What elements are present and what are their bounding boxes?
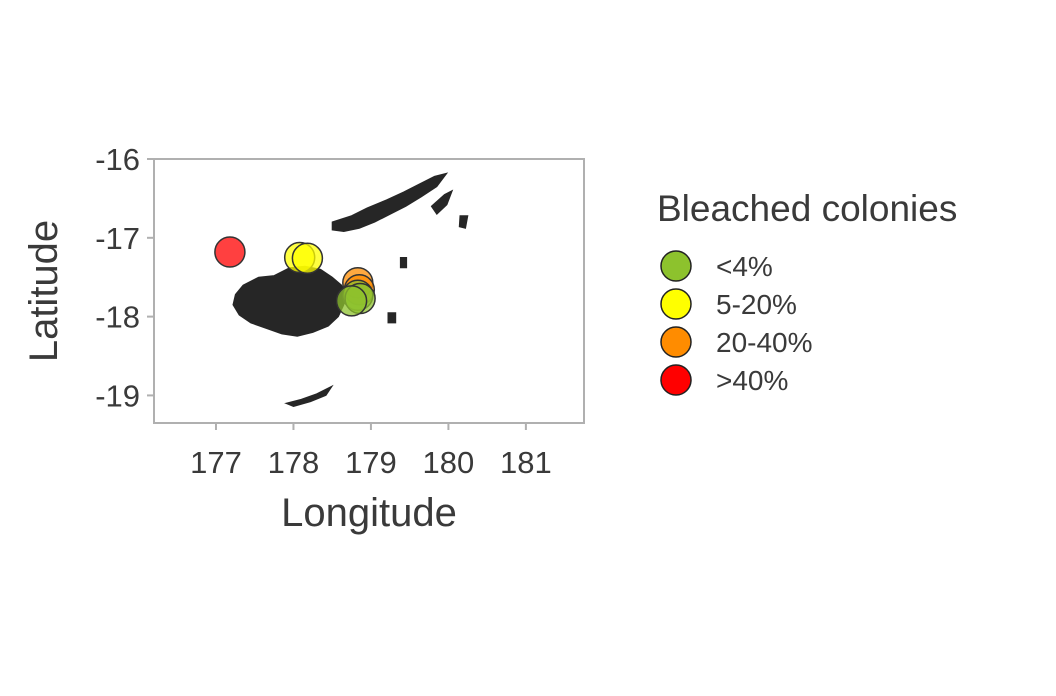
points-layer bbox=[214, 236, 376, 317]
x-tick-label: 177 bbox=[190, 445, 242, 480]
legend-title: Bleached colonies bbox=[657, 188, 957, 229]
legend-key bbox=[660, 364, 692, 396]
land-kadavu bbox=[284, 384, 334, 408]
legend: Bleached colonies <4% 5-20% 20-40% >40% bbox=[657, 188, 957, 396]
x-tick-label: 178 bbox=[268, 445, 320, 480]
legend-label: 5-20% bbox=[716, 289, 797, 320]
legend-entries: <4% 5-20% 20-40% >40% bbox=[660, 250, 813, 396]
land-lakeba bbox=[458, 215, 469, 229]
site-point-1 bbox=[214, 236, 246, 268]
y-tick-label: -17 bbox=[95, 221, 140, 256]
legend-label: >40% bbox=[716, 365, 788, 396]
legend-key bbox=[660, 250, 692, 282]
x-axis-title: Longitude bbox=[281, 491, 457, 535]
y-axis-title: Latitude bbox=[22, 220, 66, 362]
panel-border bbox=[153, 158, 585, 424]
y-tick-label: -18 bbox=[95, 300, 140, 335]
y-axis: -16 -17 -18 -19 bbox=[95, 142, 154, 413]
land-viti-levu bbox=[232, 265, 347, 337]
legend-label: <4% bbox=[716, 251, 773, 282]
x-axis: 177 178 179 180 181 bbox=[190, 423, 552, 480]
y-tick-label: -16 bbox=[95, 142, 140, 177]
land-layer bbox=[232, 172, 469, 408]
legend-label: 20-40% bbox=[716, 327, 813, 358]
site-point-8 bbox=[335, 285, 368, 317]
legend-key bbox=[660, 288, 692, 320]
land-taveuni bbox=[430, 189, 454, 215]
land-gau bbox=[387, 312, 397, 324]
y-tick-label: -19 bbox=[95, 378, 140, 413]
legend-key bbox=[660, 326, 692, 358]
land-koro bbox=[399, 257, 408, 269]
site-point-3 bbox=[291, 242, 324, 275]
land-vanua-levu bbox=[331, 172, 449, 233]
x-tick-label: 180 bbox=[423, 445, 475, 480]
x-tick-label: 179 bbox=[345, 445, 397, 480]
x-tick-label: 181 bbox=[500, 445, 552, 480]
